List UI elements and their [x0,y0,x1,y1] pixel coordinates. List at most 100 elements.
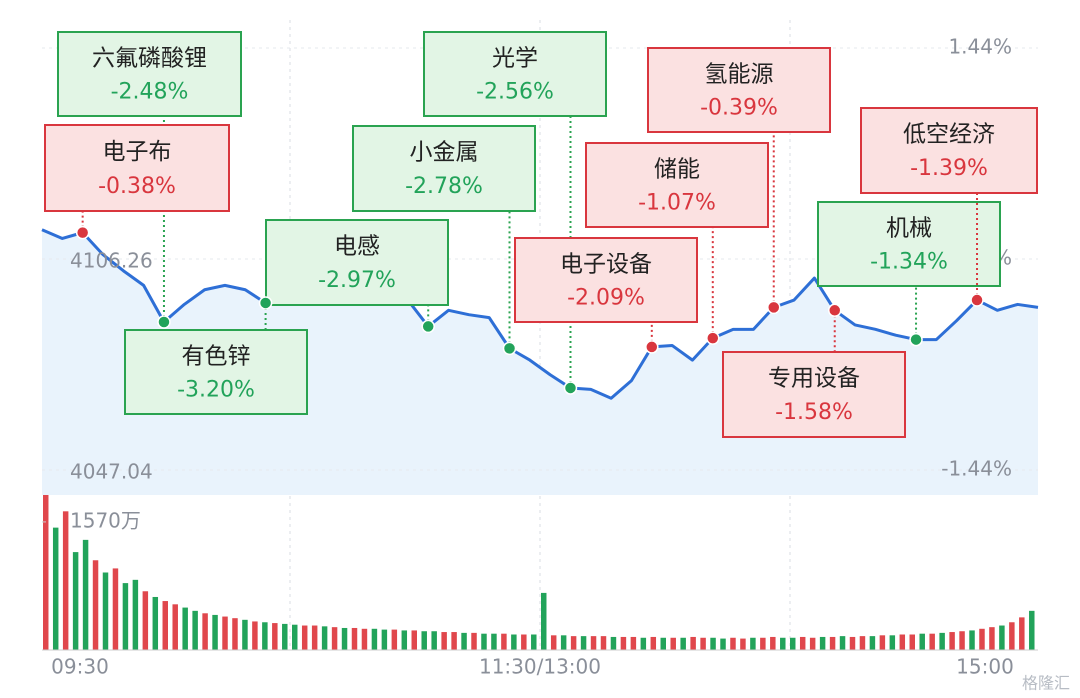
volume-bar [82,539,89,650]
volume-bar [341,627,348,650]
volume-bar [1019,617,1025,650]
point-marker [767,300,781,315]
volume-bar [172,604,178,650]
volume-bar [122,583,129,650]
annotation-label: 有色锌 [182,343,251,369]
volume-bar [859,636,866,650]
point-marker [157,315,171,329]
volume-bar [1029,610,1035,650]
annotation-box [647,47,831,133]
x-tick-label: 15:00 [956,655,1014,679]
volume-bar [511,634,517,650]
volume-bar [760,637,766,650]
annotation-label: 氢能源 [705,61,774,87]
volume-bar [939,632,945,650]
volume-bar [222,616,228,650]
volume-bar [610,636,617,650]
volume-bar [451,632,457,650]
volume-bar [481,633,487,650]
annotation-box [44,124,230,212]
annotation: 氢能源 -0.39% [647,47,831,133]
watermark: 格隆汇 [1022,674,1070,693]
y2-tick-label: 1.44% [948,35,1012,59]
annotation: 储能 -1.07% [585,142,769,228]
volume-bar [361,628,368,650]
volume-bar [809,637,816,650]
volume-bar [262,622,268,650]
point-marker [706,331,720,345]
annotation-label: 光学 [492,45,538,71]
volume-bar [849,636,856,650]
volume-bar [969,630,975,650]
annotation: 专用设备 -1.58% [722,351,906,438]
annotation-label: 电子布 [103,139,172,165]
annotation-change: -1.07% [638,190,716,215]
point-marker [258,296,273,310]
volume-bar [790,637,796,650]
x-tick-label: 11:30/13:00 [479,655,601,679]
volume-bar [590,636,597,650]
volume-bar [311,625,318,650]
volume-bar [740,638,746,650]
volume-bar [142,591,149,650]
volume-bar [43,495,49,650]
volume-bar [959,631,965,650]
volume-bar [919,633,925,650]
volume-bar [600,636,607,650]
annotation-change: -2.09% [567,285,645,310]
annotation-label: 低空经济 [903,122,995,148]
volume-bar [650,636,657,650]
point-marker [909,332,923,347]
volume-bar [869,636,876,650]
volume-bar [182,607,188,650]
annotation-label: 电子设备 [560,251,652,277]
volume-bar [660,637,666,650]
annotation: 小金属 -2.78% [352,125,536,212]
annotation-change: -2.97% [318,268,396,293]
volume-bar [301,625,308,650]
annotation: 电感 -2.97% [265,219,449,306]
point-marker [421,319,435,334]
point-marker [970,293,984,307]
volume-bar [780,637,786,650]
annotation: 电子设备 -2.09% [514,237,698,323]
annotation-box [265,219,449,306]
volume-bar [501,633,507,650]
annotation-box [817,201,1001,287]
volume-bar [620,636,627,650]
volume-bar [630,636,637,650]
volume-bar [770,636,776,650]
volume-bar [371,628,378,650]
annotation-change: -2.78% [405,174,483,199]
annotation-box [860,107,1038,194]
annotation-change: -1.34% [870,249,948,274]
point-marker [502,341,517,356]
volume-bar [401,630,408,650]
volume-bar [521,634,527,650]
volume-bar [321,626,328,650]
volume-bar [750,637,756,650]
volume-bar [102,572,109,650]
volume-bar [550,635,557,650]
volume-bar [272,623,278,650]
volume-bar [391,629,398,650]
volume-bar [730,637,736,650]
volume-bar [560,635,567,650]
volume-bar [242,619,248,650]
volume-bar [680,637,686,650]
annotation: 光学 -2.56% [423,31,607,117]
point-marker [645,340,659,354]
volume-bar [212,614,218,650]
annotation-change: -2.56% [476,79,554,104]
volume-bar [132,579,139,650]
volume-bar [570,636,577,650]
annotation-box [124,329,308,415]
volume-bar [331,627,338,650]
volume-bar [899,634,906,650]
volume-bar [999,625,1005,650]
volume-bar [580,636,587,650]
volume-bar [202,613,208,650]
volume-bar [949,632,955,650]
annotation: 有色锌 -3.20% [124,329,308,415]
